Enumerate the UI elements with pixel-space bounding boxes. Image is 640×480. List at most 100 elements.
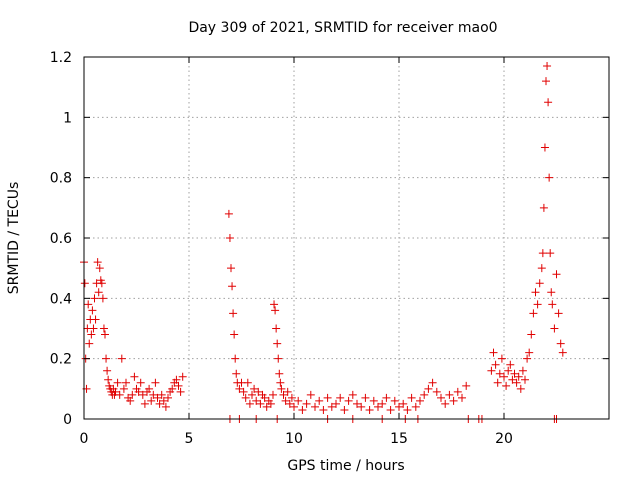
data-point	[101, 330, 109, 339]
data-point	[535, 279, 544, 288]
data-point	[245, 399, 254, 408]
data-point	[344, 396, 353, 405]
data-point	[90, 294, 99, 303]
data-point	[274, 354, 283, 363]
data-point	[518, 366, 527, 375]
data-point	[275, 369, 284, 378]
axis-ticks	[83, 56, 609, 420]
data-point	[369, 396, 378, 405]
data-point	[228, 282, 237, 291]
data-point	[544, 98, 553, 107]
data-point	[103, 366, 112, 375]
data-points	[80, 62, 567, 423]
data-point	[254, 387, 263, 396]
data-point	[386, 405, 395, 414]
data-point	[416, 396, 424, 405]
data-point	[506, 360, 515, 369]
data-point	[437, 393, 445, 402]
data-point	[147, 396, 156, 405]
data-point	[159, 396, 168, 405]
data-point	[514, 372, 523, 381]
x-axis-label: GPS time / hours	[287, 458, 404, 474]
y-tick-label: 0.2	[50, 352, 72, 368]
data-point	[504, 366, 513, 375]
data-point	[497, 354, 506, 363]
data-point	[279, 390, 288, 399]
data-point	[420, 390, 429, 399]
data-point	[174, 381, 183, 390]
data-point	[336, 393, 345, 402]
data-point	[252, 396, 261, 405]
data-point	[272, 324, 281, 333]
data-point	[176, 387, 185, 396]
data-point	[502, 381, 511, 390]
data-point	[554, 309, 563, 318]
data-point	[556, 339, 565, 348]
data-point	[378, 399, 387, 408]
data-point	[102, 354, 111, 363]
data-point	[89, 324, 98, 333]
data-point	[231, 354, 240, 363]
data-point	[269, 390, 277, 399]
data-point	[550, 324, 559, 333]
data-point	[432, 387, 441, 396]
data-point	[270, 300, 279, 309]
data-point	[281, 396, 290, 405]
data-point	[230, 330, 239, 339]
data-point	[545, 173, 554, 182]
data-point	[491, 360, 500, 369]
data-point	[382, 393, 391, 402]
x-tick-label: 15	[390, 431, 408, 447]
data-point	[294, 396, 303, 405]
data-point	[489, 348, 498, 357]
y-tick-label: 0.8	[50, 171, 72, 187]
data-point	[155, 399, 164, 408]
data-point	[87, 330, 96, 339]
data-point	[136, 378, 145, 387]
data-point	[449, 396, 458, 405]
data-point	[508, 375, 517, 384]
data-point	[128, 390, 137, 399]
data-point	[122, 378, 130, 387]
data-point	[521, 375, 529, 384]
data-point	[130, 372, 139, 381]
data-point	[276, 378, 285, 387]
data-point	[91, 315, 100, 324]
data-point	[85, 339, 94, 348]
data-point	[462, 381, 471, 390]
data-point	[235, 384, 244, 393]
data-point	[140, 399, 149, 408]
data-point	[164, 393, 172, 402]
data-point	[361, 393, 370, 402]
data-point	[117, 354, 126, 363]
data-point	[262, 402, 271, 411]
data-point	[248, 390, 256, 399]
data-point	[285, 399, 294, 408]
data-point	[271, 306, 280, 315]
data-point	[178, 372, 187, 381]
data-point	[374, 402, 382, 411]
data-point	[273, 339, 282, 348]
data-point	[332, 399, 340, 408]
data-point	[543, 62, 552, 71]
data-point	[453, 387, 462, 396]
data-point	[319, 405, 328, 414]
data-point	[527, 330, 536, 339]
data-point	[224, 209, 233, 218]
data-point	[95, 264, 104, 273]
data-point	[151, 378, 160, 387]
data-point	[533, 300, 542, 309]
data-point	[403, 405, 412, 414]
data-point	[88, 306, 97, 315]
data-point	[227, 264, 235, 273]
y-tick-label: 0	[63, 412, 72, 428]
y-tick-label: 0.4	[50, 291, 72, 307]
data-point	[225, 234, 234, 242]
data-point	[525, 348, 534, 357]
data-point	[138, 390, 147, 399]
data-point	[168, 384, 177, 393]
data-point	[115, 390, 124, 399]
data-point	[395, 402, 403, 411]
data-point	[540, 143, 549, 152]
